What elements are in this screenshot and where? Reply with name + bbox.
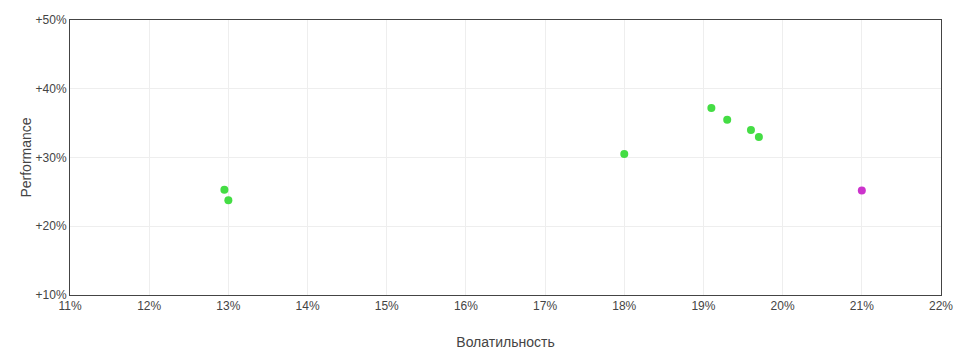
svg-text:13%: 13% <box>216 299 240 313</box>
svg-text:+10%: +10% <box>36 288 67 302</box>
svg-text:19%: 19% <box>691 299 715 313</box>
svg-text:12%: 12% <box>137 299 161 313</box>
svg-text:14%: 14% <box>296 299 320 313</box>
svg-text:16%: 16% <box>454 299 478 313</box>
svg-text:15%: 15% <box>375 299 399 313</box>
svg-text:11%: 11% <box>58 299 81 313</box>
svg-text:+40%: +40% <box>36 82 67 96</box>
svg-text:17%: 17% <box>533 299 557 313</box>
svg-text:21%: 21% <box>850 299 874 313</box>
svg-text:Performance: Performance <box>18 117 34 197</box>
svg-text:20%: 20% <box>771 299 795 313</box>
svg-text:22%: 22% <box>929 299 953 313</box>
svg-text:+30%: +30% <box>36 151 67 165</box>
svg-text:+20%: +20% <box>36 219 67 233</box>
svg-text:+50%: +50% <box>36 13 67 27</box>
svg-text:18%: 18% <box>612 299 636 313</box>
svg-text:Волатильность: Волатильность <box>456 334 554 350</box>
